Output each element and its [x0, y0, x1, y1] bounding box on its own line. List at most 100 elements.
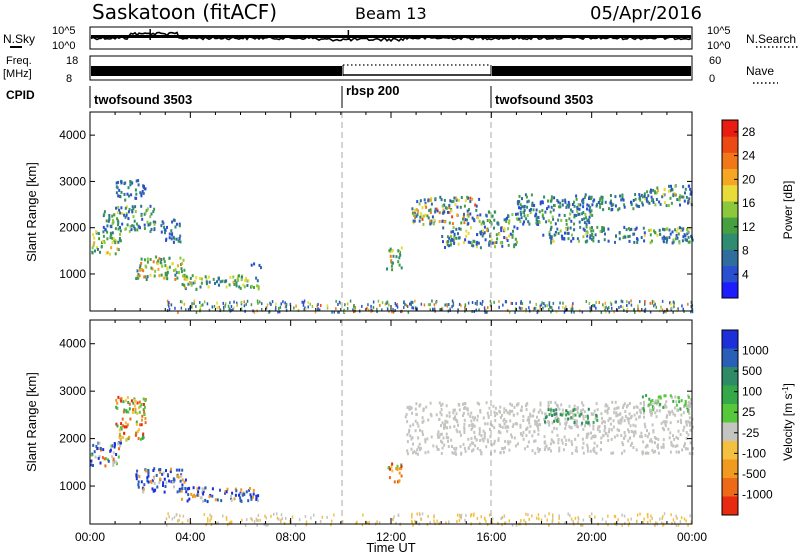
velocity-cell — [499, 451, 502, 455]
power-cell — [550, 195, 553, 199]
power-cell — [418, 202, 421, 206]
velocity-cell — [173, 485, 175, 489]
velocity-cell — [193, 493, 195, 497]
power-cell — [232, 280, 235, 284]
power-cell — [411, 207, 414, 211]
velocity-cell — [250, 495, 253, 499]
power-cell — [423, 198, 426, 202]
power-cell — [608, 310, 611, 314]
power-cell — [654, 191, 657, 195]
velocity-cell — [222, 514, 224, 518]
power-cell — [208, 308, 211, 312]
power-cell — [568, 217, 571, 221]
velocity-cell — [687, 395, 690, 399]
velocity-cell — [567, 412, 570, 416]
velocity-cell — [465, 513, 467, 517]
velocity-cell — [593, 446, 596, 450]
power-cell — [535, 221, 538, 225]
nsky-tick-top: 10^5 — [52, 25, 76, 37]
power-cell — [451, 222, 454, 226]
power-cell — [493, 218, 496, 222]
power-cell — [604, 200, 607, 204]
power-cell — [618, 306, 620, 309]
velocity-cell — [188, 497, 191, 501]
power-cell — [649, 190, 652, 194]
power-cell — [603, 228, 605, 232]
power-cell — [614, 240, 616, 244]
power-cell — [136, 275, 139, 279]
power-cell — [448, 236, 451, 240]
velocity-cell — [250, 497, 253, 501]
velocity-cell — [633, 434, 635, 438]
velocity-cell — [572, 520, 574, 524]
power-cell — [214, 281, 216, 285]
power-cell — [464, 238, 467, 242]
power-cell — [550, 236, 553, 240]
power-cell — [605, 305, 607, 309]
power-cell — [131, 209, 134, 212]
velocity-cell — [493, 410, 496, 414]
power-cell — [147, 223, 150, 227]
power-cell — [146, 207, 149, 211]
velocity-cell — [628, 521, 631, 525]
velocity-cell — [165, 517, 168, 521]
velocity-cell — [140, 403, 143, 406]
power-cell — [140, 257, 143, 261]
velocity-cell — [677, 429, 680, 433]
power-cell — [224, 302, 227, 306]
velocity-cell — [181, 521, 184, 525]
velocity-cell — [574, 516, 577, 520]
power-cell — [514, 237, 517, 241]
power-cell — [577, 203, 580, 207]
power-cell — [370, 304, 372, 308]
power-cell — [145, 209, 148, 212]
velocity-cell — [547, 405, 550, 409]
power-cell — [571, 210, 574, 214]
velocity-cell — [294, 523, 297, 527]
power-cell — [585, 222, 588, 226]
velocity-cell — [684, 402, 687, 406]
power-cell — [224, 279, 227, 283]
velocity-cell — [645, 394, 648, 397]
velocity-cell — [672, 412, 675, 416]
power-cell — [458, 227, 461, 231]
power-cell — [448, 211, 451, 214]
velocity-cell — [507, 425, 510, 429]
velocity-cell — [661, 426, 664, 430]
power-cell — [458, 236, 461, 240]
power-cell — [615, 234, 617, 238]
velocity-cell — [688, 411, 691, 415]
power-cell — [177, 311, 179, 314]
velocity-cell — [151, 487, 154, 491]
velocity-cell — [649, 410, 652, 413]
power-cell — [229, 275, 232, 279]
power-cell — [500, 226, 503, 230]
velocity-cell — [234, 493, 237, 497]
velocity-cell — [589, 449, 592, 453]
power-cell — [464, 199, 467, 203]
velocity-cell — [689, 441, 692, 445]
velocity-cell — [478, 427, 481, 431]
power-cell — [227, 304, 230, 308]
power-cell — [135, 196, 138, 200]
power-cell — [508, 310, 511, 314]
velocity-cell — [554, 416, 557, 420]
power-cell — [541, 200, 544, 204]
power-cell — [537, 216, 540, 220]
power-cell — [634, 227, 637, 231]
power-cell — [353, 304, 355, 308]
velocity-cell — [501, 447, 504, 450]
power-cell — [627, 227, 630, 231]
power-cell — [255, 276, 258, 280]
power-cell — [106, 230, 109, 234]
velocity-cell — [597, 425, 600, 429]
velocity-cell — [421, 416, 424, 420]
velocity-cell — [473, 424, 476, 428]
power-cell — [413, 208, 416, 212]
power-cell — [458, 302, 461, 306]
power-cell — [621, 300, 624, 304]
velocity-cell — [473, 418, 476, 422]
velocity-cell — [653, 401, 656, 405]
velocity-cell — [304, 515, 307, 518]
power-cell — [449, 199, 452, 203]
